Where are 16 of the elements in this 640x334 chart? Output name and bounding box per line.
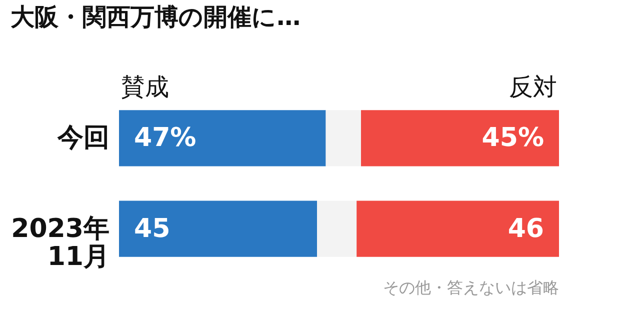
y-tick-label: 今回 (56, 123, 110, 154)
chart-title: 大阪・関西万博の開催に… (10, 3, 301, 32)
data-label: 45 (134, 214, 170, 244)
data-label: 45% (482, 123, 544, 154)
data-label: 46 (508, 214, 544, 244)
data-label: 47% (134, 123, 196, 154)
annotation: その他・答えないは省略 (383, 278, 559, 297)
bar (317, 200, 357, 257)
bar (119, 110, 326, 166)
bar (119, 200, 317, 257)
bar (356, 200, 559, 257)
series-label: 反対 (509, 73, 557, 102)
bar (361, 110, 559, 166)
y-tick-label: 2023年 11月 (11, 214, 110, 272)
series-label: 賛成 (121, 73, 169, 102)
bar (326, 110, 361, 166)
